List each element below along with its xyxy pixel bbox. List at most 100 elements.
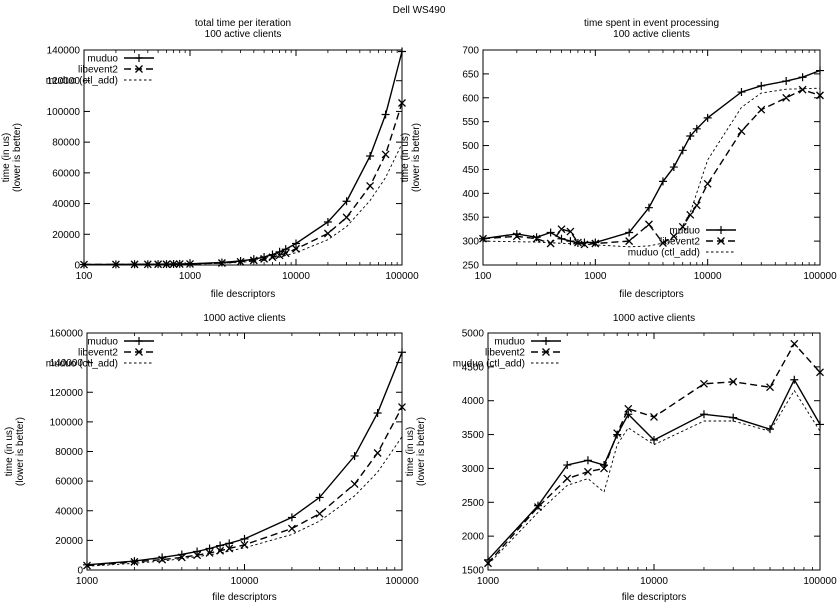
- plot-frame: [487, 332, 821, 571]
- x-tick-label: 100000: [803, 576, 837, 587]
- y-tick-label: 650: [462, 69, 479, 80]
- point-marker-cross: [193, 551, 202, 560]
- point-marker-cross: [169, 260, 178, 269]
- point-marker-plus: [373, 408, 382, 417]
- point-marker-cross: [790, 339, 799, 348]
- point-marker-cross: [700, 379, 708, 388]
- point-marker-plus: [350, 451, 359, 460]
- point-marker-cross: [236, 257, 245, 266]
- point-marker-cross: [563, 474, 572, 483]
- y-tick-label: 40000: [55, 506, 83, 517]
- point-marker-cross: [729, 377, 738, 386]
- y-axis-label: time (in us): [1, 133, 12, 182]
- point-marker-cross: [83, 561, 91, 570]
- y-axis-label: (lower is better): [416, 417, 427, 486]
- y-tick-label: 60000: [55, 477, 83, 488]
- legend-marker-cross: [542, 348, 550, 356]
- y-tick-label: 4000: [462, 396, 485, 407]
- point-marker-cross: [816, 368, 824, 377]
- point-marker-cross: [583, 467, 592, 476]
- point-marker-cross: [625, 237, 634, 246]
- point-marker-plus: [816, 420, 824, 429]
- point-marker-plus: [533, 501, 542, 510]
- point-marker-plus: [703, 113, 712, 122]
- series-line-muduo-ctl-add-: [487, 389, 821, 565]
- legend-marker-cross: [717, 237, 725, 245]
- point-marker-cross: [566, 227, 575, 236]
- point-marker-plus: [658, 177, 667, 186]
- point-marker-cross: [798, 85, 807, 94]
- point-marker-plus: [790, 375, 799, 384]
- legend-label: muduo: [87, 337, 118, 348]
- y-tick-label: 450: [462, 165, 479, 176]
- point-marker-plus: [225, 539, 234, 548]
- y-axis-label: time (in us): [405, 427, 416, 476]
- x-tick-label: 1000: [179, 271, 202, 282]
- y-tick-label: 3500: [462, 430, 485, 441]
- x-tick-label: 10000: [694, 271, 722, 282]
- y-tick-label: 80000: [55, 447, 83, 458]
- point-marker-plus: [729, 413, 738, 422]
- point-marker-plus: [650, 435, 658, 444]
- point-marker-plus: [557, 234, 566, 243]
- y-tick-label: 3000: [462, 464, 485, 475]
- legend-label: muduo (ctl_add): [46, 359, 118, 370]
- y-tick-label: 350: [462, 213, 479, 224]
- y-tick-label: 120000: [50, 388, 84, 399]
- point-marker-plus: [692, 124, 701, 133]
- point-marker-cross: [782, 93, 791, 102]
- y-axis-label: (lower is better): [12, 123, 23, 192]
- point-marker-plus: [323, 218, 332, 226]
- y-tick-label: 20000: [55, 536, 83, 547]
- y-tick-label: 2500: [462, 498, 485, 509]
- y-tick-label: 80000: [52, 138, 80, 149]
- point-marker-plus: [249, 255, 258, 264]
- y-tick-label: 600: [462, 93, 479, 104]
- series-line-muduo: [83, 51, 403, 266]
- point-marker-plus: [782, 77, 791, 86]
- y-tick-label: 700: [462, 46, 479, 57]
- point-marker-cross: [644, 220, 653, 229]
- x-tick-label: 1000: [584, 271, 607, 282]
- point-marker-plus: [669, 163, 678, 172]
- legend-label: libevent2: [485, 348, 525, 359]
- y-axis-label: (lower is better): [411, 123, 422, 192]
- legend-marker-plus: [542, 337, 550, 345]
- point-marker-cross: [130, 557, 139, 566]
- point-marker-plus: [625, 228, 634, 237]
- series-line-libevent2: [482, 88, 821, 246]
- point-marker-cross: [816, 91, 824, 100]
- point-marker-plus: [240, 534, 249, 543]
- x-tick-label: 100: [475, 271, 492, 282]
- legend-label: muduo (ctl_add): [453, 359, 525, 370]
- chart-panel-4: 1000 active clients 1000 10000 100000 1500 20…: [405, 313, 837, 603]
- point-marker-cross: [366, 181, 375, 190]
- series-line-muduo-ctl-add-: [482, 87, 821, 248]
- y-tick-label: 40000: [52, 199, 80, 210]
- y-tick-label: 550: [462, 117, 479, 128]
- point-marker-plus: [287, 513, 296, 522]
- point-marker-cross: [650, 413, 658, 421]
- point-marker-cross: [484, 559, 492, 568]
- point-marker-plus: [546, 228, 555, 237]
- plot-frame: [83, 49, 403, 266]
- y-tick-label: 160000: [50, 329, 84, 340]
- chart-subtitle: 100 active clients: [205, 29, 282, 40]
- legend-label: muduo: [669, 226, 700, 237]
- x-axis-label: file descriptors: [622, 592, 686, 603]
- x-tick-label: 1000: [76, 576, 99, 587]
- point-marker-cross: [373, 449, 382, 457]
- legend-label: muduo: [87, 54, 118, 65]
- point-marker-cross: [557, 225, 566, 234]
- point-marker-plus: [381, 110, 390, 119]
- point-marker-plus: [216, 541, 225, 550]
- point-marker-cross: [532, 234, 541, 243]
- point-marker-plus: [398, 348, 406, 357]
- point-marker-cross: [315, 509, 324, 518]
- chart-title: 1000 active clients: [203, 313, 285, 324]
- chart-title: 1000 active clients: [613, 313, 695, 324]
